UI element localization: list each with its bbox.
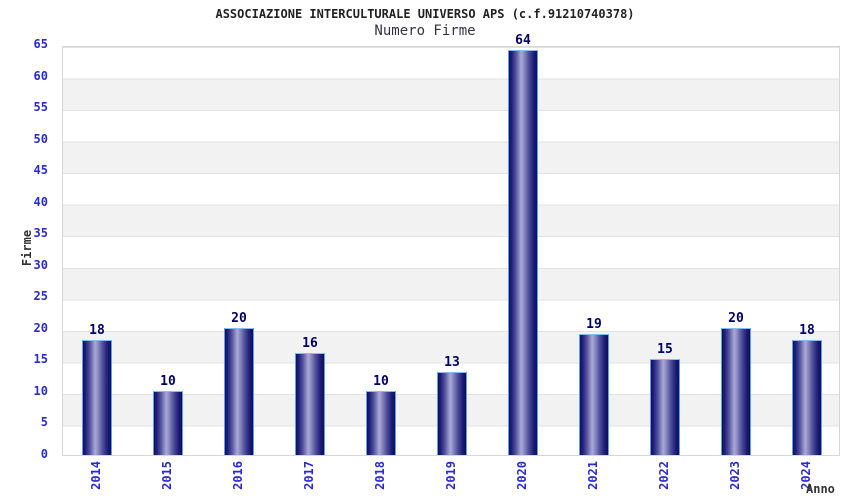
bar-2016: [224, 328, 254, 455]
bar-2022: [650, 359, 680, 455]
bar-2021: [579, 334, 609, 455]
bar-2018: [366, 391, 396, 455]
bar-value-label: 20: [728, 311, 744, 326]
bar-2024: [792, 340, 822, 455]
bar-value-label: 10: [160, 374, 176, 389]
y-tick-label: 45: [33, 163, 48, 178]
x-tick-label-2022: 2022: [657, 461, 671, 490]
bar-2019: [437, 372, 467, 455]
bar-value-label: 13: [444, 355, 460, 370]
x-tick-label-2017: 2017: [302, 461, 316, 490]
x-tick-label-2019: 2019: [444, 461, 458, 490]
bar-value-label: 18: [799, 323, 815, 338]
x-tick-label-2016: 2016: [231, 461, 245, 490]
y-tick-label: 55: [33, 100, 48, 115]
x-tick-label-2014: 2014: [89, 461, 103, 490]
x-tick-label-2023: 2023: [728, 461, 742, 490]
x-tick-label-2015: 2015: [160, 461, 174, 490]
y-tick-label: 10: [33, 383, 48, 398]
y-tick-label: 50: [33, 131, 48, 146]
y-tick-label: 25: [33, 289, 48, 304]
y-tick-label: 40: [33, 194, 48, 209]
y-tick-label: 5: [40, 415, 48, 430]
chart-subtitle: Numero Firme: [374, 23, 476, 39]
bar-value-label: 15: [657, 342, 673, 357]
y-tick-label: 60: [33, 68, 48, 83]
bar-value-label: 18: [89, 323, 105, 338]
bar-2017: [295, 353, 325, 455]
bar-value-label: 20: [231, 311, 247, 326]
chart-title: ASSOCIAZIONE INTERCULTURALE UNIVERSO APS…: [215, 7, 635, 21]
y-tick-label: 20: [33, 320, 48, 335]
y-tick-label: 0: [40, 447, 48, 461]
plot-area: 18 10 20 16 10 13 64 19 15 20 18: [62, 33, 840, 456]
x-tick-label-2018: 2018: [373, 461, 387, 490]
y-tick-label: 30: [33, 257, 48, 272]
bar-2014: [82, 340, 112, 455]
bar-value-label: 64: [515, 33, 531, 48]
bar-2020: [508, 50, 538, 455]
bar-value-label: 16: [302, 336, 318, 351]
y-tick-label: 35: [33, 226, 48, 241]
x-axis-title: Anno: [806, 482, 835, 496]
x-tick-label-2020: 2020: [515, 461, 529, 490]
y-tick-label: 15: [33, 352, 48, 367]
bar-2023: [721, 328, 751, 455]
bar-value-label: 19: [586, 317, 602, 332]
x-tick-label-2021: 2021: [586, 461, 600, 490]
bar-value-label: 10: [373, 374, 389, 389]
y-axis-title: Firme: [20, 229, 34, 267]
y-tick-label: 65: [33, 37, 48, 51]
bar-2015: [153, 391, 183, 455]
